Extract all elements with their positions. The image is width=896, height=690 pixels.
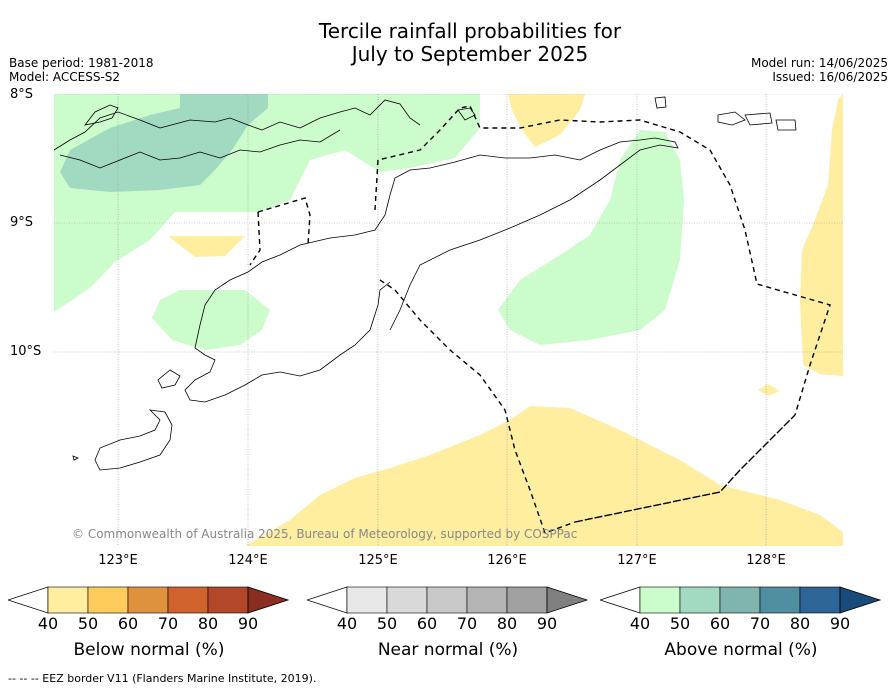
colorbar-segment bbox=[127, 586, 169, 614]
title-line-1: Tercile rainfall probabilities for bbox=[318, 19, 622, 43]
colorbar-tick-label: 90 bbox=[829, 614, 851, 633]
lon-label-124e: 124°E bbox=[228, 553, 268, 568]
colorbar-tick-label: 50 bbox=[77, 614, 99, 633]
colorbar-extend-low bbox=[600, 586, 641, 614]
lat-label-8s: 8°S bbox=[10, 87, 34, 102]
colorbar-segment bbox=[759, 586, 801, 614]
colorbar-extend-high bbox=[839, 586, 882, 614]
lon-label-128e: 128°E bbox=[746, 553, 786, 568]
eez-border bbox=[249, 105, 831, 534]
colorbar-segment bbox=[47, 586, 89, 614]
colorbar-tick-label: 40 bbox=[629, 614, 651, 633]
colorbar-tick-label: 40 bbox=[37, 614, 59, 633]
colorbar-near-normal bbox=[307, 586, 589, 614]
colorbar-tick-label: 90 bbox=[237, 614, 259, 633]
lon-label-127e: 127°E bbox=[617, 553, 657, 568]
colorbar-above-title: Above normal (%) bbox=[664, 640, 818, 660]
colorbar-segment bbox=[207, 586, 249, 614]
issued-date: Issued: 16/06/2025 bbox=[772, 70, 888, 84]
colorbar-tick-label: 50 bbox=[669, 614, 691, 633]
colorbar-tick-label: 70 bbox=[456, 614, 478, 633]
meta-right: Model run: 14/06/2025 Issued: 16/06/2025 bbox=[751, 56, 888, 84]
colorbar-segment bbox=[466, 586, 508, 614]
colorbar-tick-label: 60 bbox=[709, 614, 731, 633]
above-normal-50-area bbox=[60, 94, 268, 192]
rainfall-map bbox=[54, 94, 843, 546]
colorbar-segment bbox=[719, 586, 761, 614]
colorbar-segment bbox=[639, 586, 681, 614]
below-normal-area-south bbox=[245, 406, 843, 546]
colorbar-tick-label: 80 bbox=[197, 614, 219, 633]
eez-border-south bbox=[574, 414, 796, 523]
lon-label-126e: 126°E bbox=[487, 553, 527, 568]
map-title: Tercile rainfall probabilities for July … bbox=[270, 20, 670, 66]
colorbar-tick-label: 70 bbox=[157, 614, 179, 633]
colorbar-near-title: Near normal (%) bbox=[377, 640, 519, 660]
lat-label-9s: 9°S bbox=[10, 215, 34, 230]
colorbar-tick-label: 50 bbox=[376, 614, 398, 633]
below-normal-area-north bbox=[508, 94, 585, 147]
colorbar-segment bbox=[506, 586, 548, 614]
meta-left: Base period: 1981-2018 Model: ACCESS-S2 bbox=[9, 56, 154, 84]
colorbar-tick-label: 70 bbox=[749, 614, 771, 633]
colorbar-below-title: Below normal (%) bbox=[73, 640, 225, 660]
colorbar-tick-label: 80 bbox=[789, 614, 811, 633]
title-line-2: July to September 2025 bbox=[351, 42, 589, 66]
colorbar-tick-label: 40 bbox=[336, 614, 358, 633]
colorbar-above-normal bbox=[600, 586, 882, 614]
lat-label-10s: 10°S bbox=[10, 344, 42, 359]
colorbar-segment bbox=[167, 586, 209, 614]
colorbar-segment bbox=[799, 586, 841, 614]
colorbar-extend-low bbox=[307, 586, 348, 614]
colorbar-tick-label: 60 bbox=[117, 614, 139, 633]
colorbar-segment bbox=[87, 586, 129, 614]
model-run: Model run: 14/06/2025 bbox=[750, 56, 888, 70]
below-normal-area-small bbox=[168, 236, 245, 257]
colorbar-below-normal bbox=[8, 586, 290, 614]
colorbar-segment bbox=[386, 586, 428, 614]
colorbar-extend-high bbox=[247, 586, 290, 614]
base-period: Base period: 1981-2018 bbox=[9, 56, 154, 70]
below-normal-area-tiny bbox=[758, 384, 780, 396]
coastlines bbox=[54, 96, 797, 471]
lon-label-123e: 123°E bbox=[98, 553, 138, 568]
above-normal-area-east bbox=[498, 130, 684, 345]
copyright-text: © Commonwealth of Australia 2025, Bureau… bbox=[72, 527, 578, 541]
colorbar-extend-high bbox=[546, 586, 589, 614]
colorbar-segment bbox=[679, 586, 721, 614]
colorbar-tick-label: 90 bbox=[536, 614, 558, 633]
colorbar-tick-label: 60 bbox=[416, 614, 438, 633]
colorbar-segment bbox=[346, 586, 388, 614]
eez-footnote: -- -- -- EEZ border V11 (Flanders Marine… bbox=[8, 672, 317, 685]
model-name: Model: ACCESS-S2 bbox=[9, 70, 121, 84]
above-normal-area-central bbox=[152, 290, 270, 350]
colorbar-segment bbox=[426, 586, 468, 614]
colorbar-tick-label: 80 bbox=[496, 614, 518, 633]
lon-label-125e: 125°E bbox=[358, 553, 398, 568]
colorbar-extend-low bbox=[8, 586, 49, 614]
below-normal-area-east bbox=[800, 94, 843, 376]
